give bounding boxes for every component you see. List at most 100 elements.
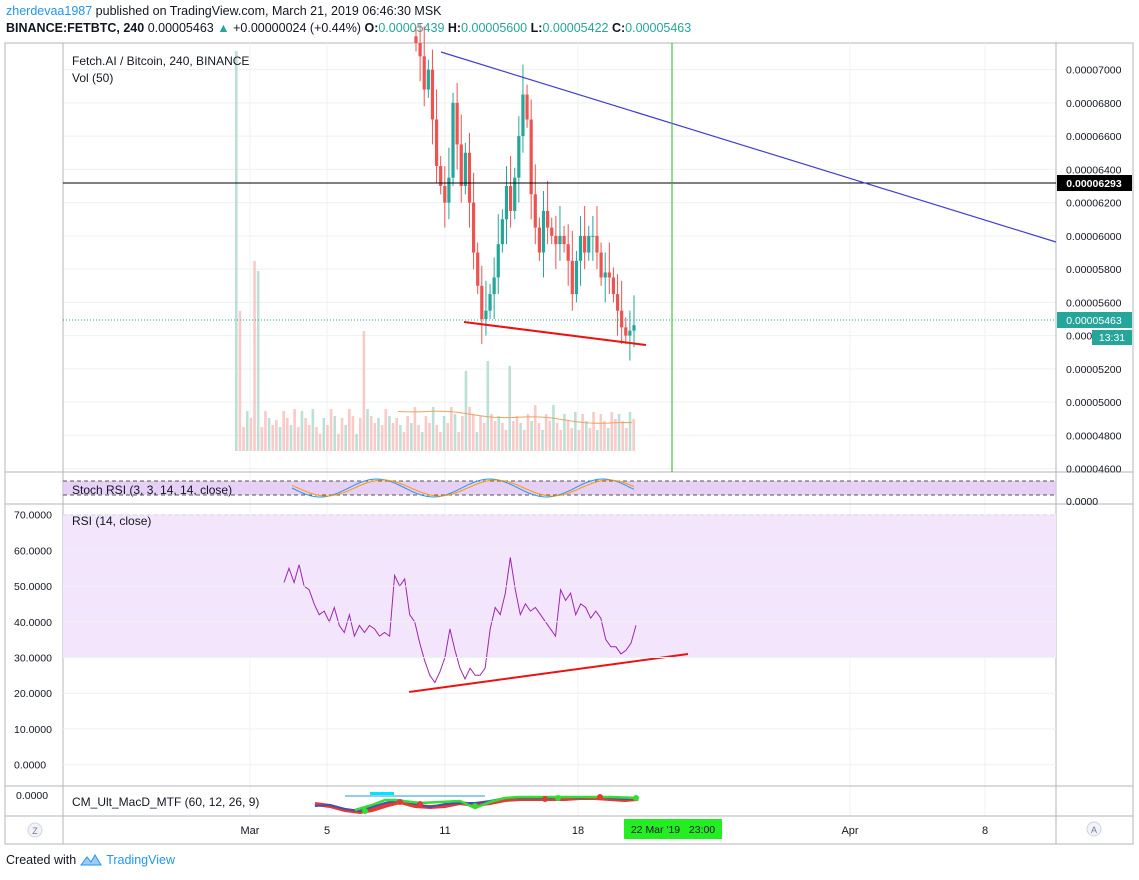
macd-dot [417, 801, 423, 807]
close-value: 0.00005463 [625, 21, 692, 35]
price-level-label-box [1057, 175, 1132, 191]
price-tick-label: 0.00004800 [1066, 430, 1122, 442]
candle-body [480, 285, 484, 320]
candle-body [628, 330, 632, 336]
candle-body [550, 227, 554, 236]
rsi-tick-label: 0.0000 [14, 760, 46, 772]
volume-bar [282, 411, 285, 451]
time-cursor-label: 22 Mar '19 23:00 [631, 824, 715, 836]
volume-bar [420, 432, 424, 451]
volume-bar [614, 419, 617, 451]
candle-body [488, 294, 492, 311]
candle-body [525, 94, 529, 120]
volume-bar [563, 414, 566, 451]
volume-bar [559, 430, 563, 451]
macd-dot [472, 803, 478, 809]
volume-bar [541, 430, 544, 451]
volume-bar [482, 423, 486, 451]
volume-bar [555, 423, 559, 451]
author-link[interactable]: zherdevaa1987 [6, 4, 93, 18]
volume-bar [431, 407, 435, 451]
volume-bar [628, 412, 632, 451]
candle-body [496, 244, 500, 278]
macd-dot [397, 799, 403, 805]
volume-bar [362, 331, 366, 451]
macd-dot [362, 808, 368, 814]
volume-bar [457, 432, 460, 451]
volume-bar [625, 428, 628, 451]
candle-body [620, 310, 624, 328]
volume-bar [522, 430, 526, 451]
rsi-axis[interactable]: 70.0000 60.0000 50.0000 40.0000 30.0000 20.00… [14, 510, 1056, 772]
footer: Created with TradingView [6, 853, 175, 867]
tradingview-logo-icon [80, 854, 103, 866]
chart-header: zherdevaa1987 published on TradingView.c… [6, 3, 691, 37]
volume-bar [428, 423, 431, 451]
volume-bar [344, 425, 347, 451]
stoch-axis-label: 0.0000 [1066, 496, 1098, 508]
volume-bar [340, 418, 344, 451]
candle-body [607, 272, 611, 278]
candle-body [591, 235, 595, 237]
zoom-z-button[interactable] [27, 822, 43, 838]
volume-bar [391, 423, 395, 451]
price-axis[interactable]: 0.00007000 0.00006800 0.00006600 0.00006400… [1066, 65, 1122, 476]
up-arrow-icon: ▲ [217, 21, 230, 35]
volume-bar [446, 423, 450, 451]
macd-dot [597, 794, 603, 800]
stoch-title: Stoch RSI (3, 3, 14, 14, close) [72, 483, 232, 497]
price-level-label: 0.00006293 [1066, 178, 1122, 190]
candle-body [595, 235, 599, 253]
zoom-z-icon: Z [32, 826, 38, 836]
volume-bar [271, 425, 275, 451]
volume-bar [337, 434, 340, 451]
candle-body [562, 235, 566, 245]
candle-body [439, 166, 443, 186]
volume-bar [417, 425, 420, 451]
price-tick-label: 0.00007000 [1066, 65, 1122, 77]
volume-bar [439, 432, 442, 451]
volume-bar [468, 407, 471, 451]
tradingview-link[interactable]: TradingView [106, 853, 175, 867]
candle-body [484, 310, 488, 320]
volume-bar [486, 361, 490, 451]
auto-scale-button[interactable] [1086, 821, 1102, 837]
volume-bar [533, 405, 537, 451]
price-tick-label: 0.00005200 [1066, 364, 1122, 376]
volume-bar [326, 425, 329, 451]
volume-bar [286, 418, 289, 451]
time-tick-label: 11 [439, 825, 450, 837]
volume-bar [501, 423, 504, 451]
price-tick-label: 0.00006600 [1066, 131, 1122, 143]
volume-bar [315, 427, 318, 451]
volume-bar [235, 51, 238, 451]
volume-bar [289, 425, 293, 451]
low-value: 0.00005422 [542, 21, 609, 35]
volume-bar [296, 427, 300, 451]
volume-bar [450, 407, 453, 451]
volume-bar [574, 412, 577, 451]
rsi-tick-label: 70.0000 [14, 510, 52, 522]
volume-bar [373, 423, 377, 451]
descending-trendline[interactable] [440, 51, 1057, 243]
stoch-d-line [291, 479, 635, 497]
volume-bar [249, 418, 253, 451]
volume-bar [399, 425, 402, 451]
candle-body [611, 277, 616, 295]
publish-line: zherdevaa1987 published on TradingView.c… [6, 3, 691, 20]
open-value: 0.00005439 [378, 21, 445, 35]
price-support-trendline[interactable] [463, 321, 647, 346]
candle-body [583, 235, 587, 253]
candle-body [463, 152, 467, 186]
close-label: C: [611, 21, 626, 35]
time-axis[interactable]: Mar 5 11 18 Apr 8 [241, 825, 989, 837]
rsi-support-trendline[interactable] [408, 653, 689, 693]
volume-bar [329, 409, 333, 451]
chart-canvas[interactable]: Fetch.AI / Bitcoin, 240, BINANCE Vol (50… [0, 0, 1139, 850]
candle-body [529, 119, 533, 195]
volume-bar [595, 430, 599, 451]
candle-body [533, 194, 537, 228]
volume-bar [307, 425, 311, 451]
volume-bar [406, 416, 409, 451]
candle-body [537, 227, 541, 253]
